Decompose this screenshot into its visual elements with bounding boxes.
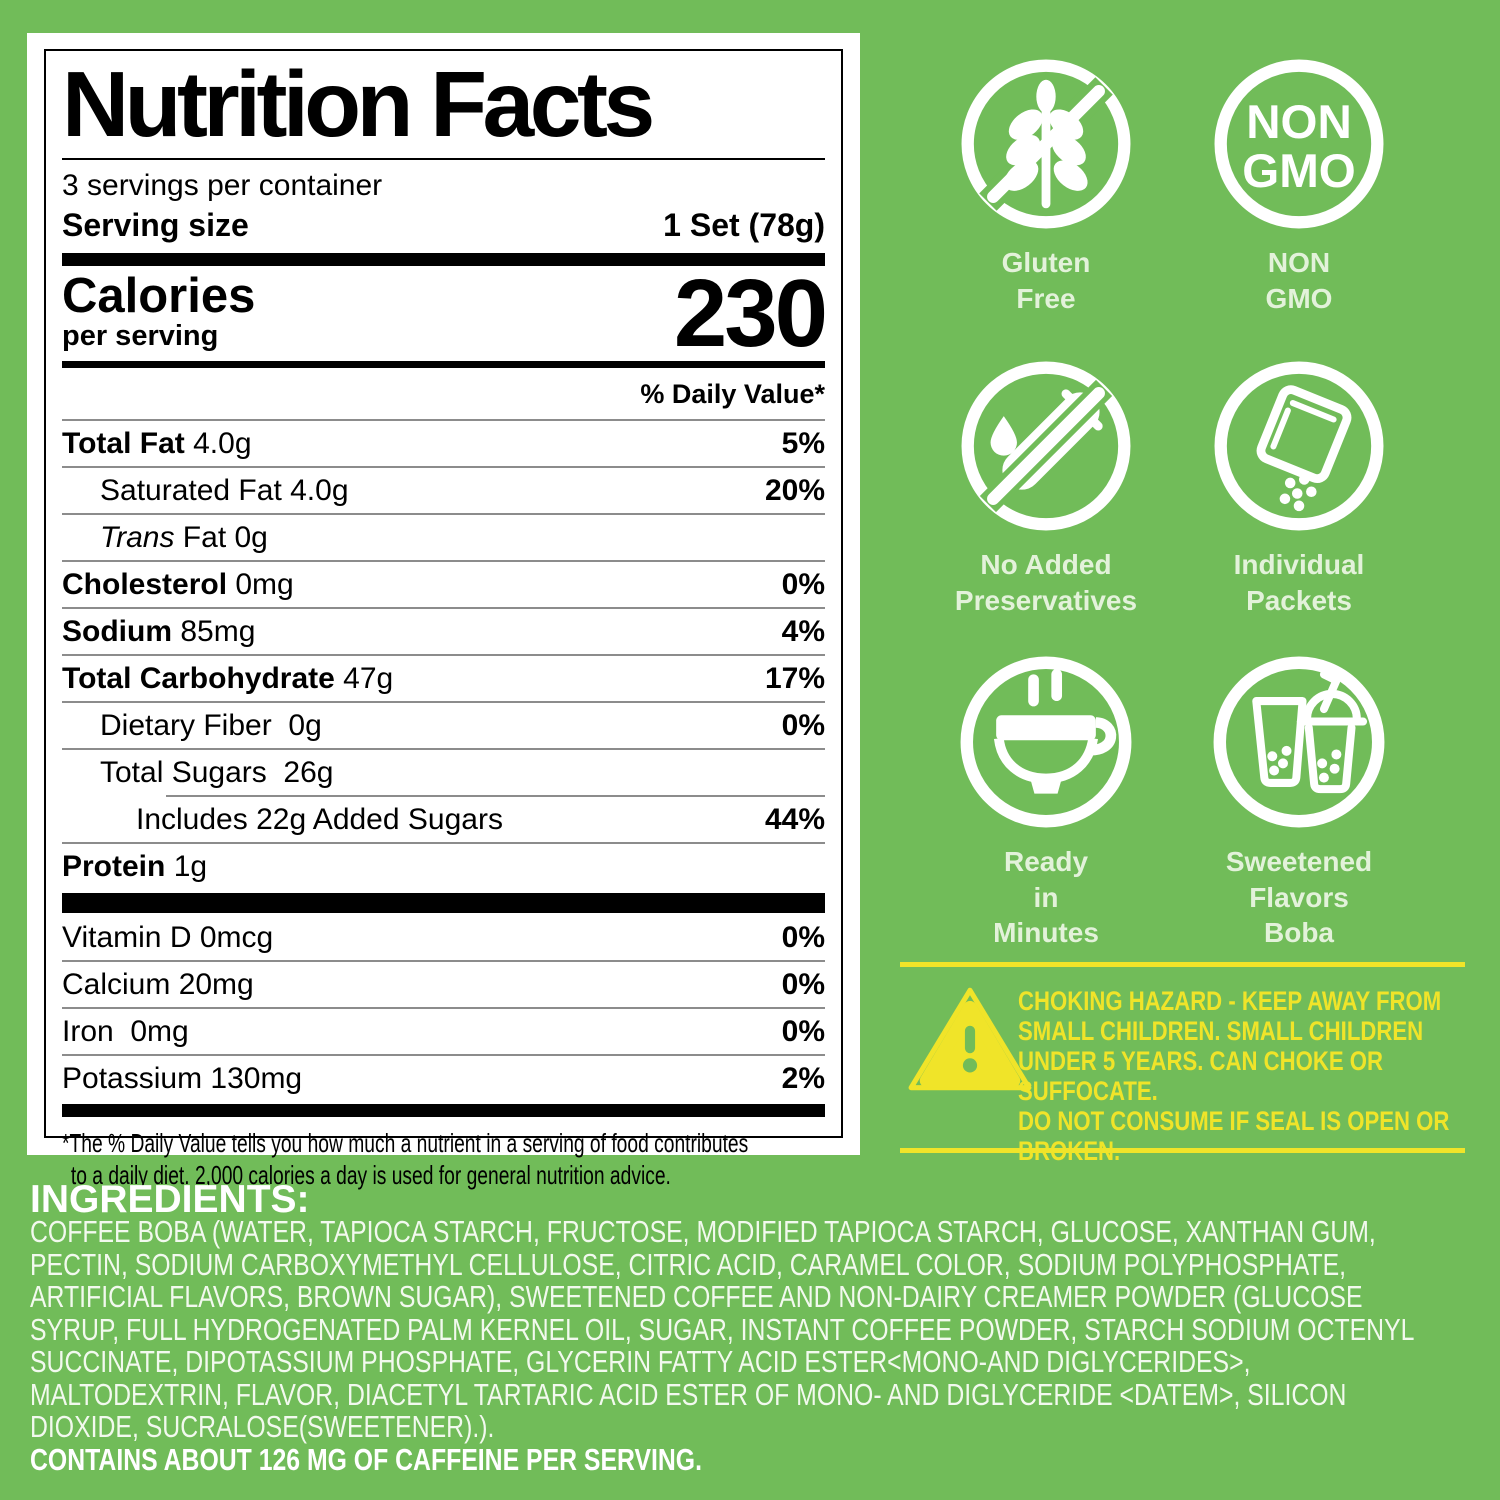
ingredients-list: COFFEE BOBA (WATER, TAPIOCA STARCH, FRUC…: [30, 1214, 1415, 1444]
nutrient-row: Total Carbohydrate 47g 17%: [62, 662, 825, 696]
divider: [166, 795, 825, 798]
calories-row: Calories per serving 230: [62, 260, 828, 368]
nutrient-row: Saturated Fat 4.0g 20%: [100, 474, 825, 508]
badge-ready-in-minutes: Ready in Minutes: [915, 653, 1177, 951]
daily-value-header: % Daily Value*: [640, 379, 825, 410]
divider: [62, 1054, 825, 1057]
ingredients-heading: INGREDIENTS:: [30, 1178, 310, 1221]
badge-no-added-preservatives: No Added Preservatives: [915, 358, 1177, 618]
vitamin-rows: Vitamin D 0mcg 0% Calcium 20mg 0% Iron 0mg 0%…: [62, 915, 825, 1101]
ingredients-section: COFFEE BOBA (WATER, TAPIOCA STARCH, FRUC…: [30, 1214, 1478, 1477]
coffee-cup-icon: [960, 656, 1132, 828]
calories-value: 230: [673, 260, 828, 368]
non-gmo-icon-text-1: NON: [1246, 96, 1352, 149]
badge-sweetened-flavors-boba: Sweetened Flavors Boba: [1168, 653, 1430, 951]
nutrient-row: Cholesterol 0mg 0%: [62, 568, 825, 602]
divider: [62, 960, 825, 963]
daily-value-footnote: *The % Daily Value tells you how much a …: [62, 1128, 749, 1191]
divider: [62, 654, 825, 657]
divider: [62, 466, 825, 469]
warning-top-rule: [900, 962, 1465, 967]
no-preservatives-icon: [961, 361, 1131, 531]
badge-caption: No Added Preservatives: [954, 549, 1138, 616]
nutrient-row: Sodium 85mg 4%: [62, 615, 825, 649]
nutrition-facts-title: Nutrition Facts: [62, 52, 655, 156]
divider: [62, 419, 825, 422]
badge-caption: Individual Packets: [1233, 549, 1365, 616]
nutrient-row: Dietary Fiber 0g 0%: [100, 709, 825, 743]
calories-label: Calories: [62, 269, 256, 324]
serving-size-row: Serving size 1 Set (78g): [62, 207, 825, 244]
divider: [62, 748, 825, 751]
servings-per-container: 3 servings per container: [62, 169, 383, 203]
caffeine-note: CONTAINS ABOUT 126 MG OF CAFFEINE PER SE…: [30, 1441, 702, 1477]
boba-drinks-icon: [1213, 656, 1385, 828]
warning-triangle-icon: [903, 980, 1037, 1105]
divider: [62, 513, 825, 516]
vitamin-row: Potassium 130mg 2%: [62, 1062, 825, 1096]
nutrient-row: Includes 22g Added Sugars 44%: [136, 803, 825, 837]
thick-bar: [62, 253, 825, 267]
divider: [62, 701, 825, 704]
divider: [62, 607, 825, 610]
calories-sublabel: per serving: [62, 320, 219, 353]
vitamin-row: Iron 0mg 0%: [62, 1015, 825, 1049]
packets-icon: [1214, 361, 1384, 531]
divider: [62, 1007, 825, 1010]
vitamin-row: Calcium 20mg 0%: [62, 968, 825, 1002]
title-rule: [62, 157, 825, 161]
nutrition-facts-border: Nutrition Facts 3 servings per container…: [44, 49, 843, 1190]
warning-bottom-rule: [900, 1148, 1465, 1153]
divider: [62, 842, 825, 845]
badge-caption: NON GMO: [1265, 247, 1333, 314]
medium-bar: [62, 361, 825, 369]
choking-hazard-warning: CHOKING HAZARD - KEEP AWAY FROM SMALL CH…: [1018, 986, 1450, 1166]
nutrient-rows: Total Fat 4.0g 5% Saturated Fat 4.0g 20% Tra…: [62, 421, 825, 889]
thick-bar: [62, 893, 825, 914]
thick-bar: [62, 1104, 825, 1118]
badge-caption: Gluten Free: [1001, 247, 1091, 314]
badge-caption: Sweetened Flavors Boba: [1225, 846, 1373, 949]
non-gmo-icon-text-2: GMO: [1242, 145, 1356, 198]
serving-size-label: Serving size: [62, 207, 249, 244]
non-gmo-icon: NON GMO: [1214, 59, 1384, 229]
nutrient-row: Total Fat 4.0g 5%: [62, 427, 825, 461]
badge-individual-packets: Individual Packets: [1168, 358, 1430, 618]
nutrition-facts-label: Nutrition Facts 3 servings per container…: [27, 33, 860, 1190]
serving-size-value: 1 Set (78g): [663, 207, 825, 244]
gluten-free-icon: [961, 59, 1131, 229]
divider: [62, 560, 825, 563]
nutrient-row: Total Sugars 26g: [100, 756, 334, 790]
badge-non-gmo: NON GMO NON GMO: [1168, 56, 1430, 316]
nutrient-row: Trans Fat 0g: [100, 521, 268, 555]
badge-caption: Ready in Minutes: [993, 846, 1099, 949]
vitamin-row: Vitamin D 0mcg 0%: [62, 921, 825, 955]
badge-gluten-free: Gluten Free: [915, 56, 1177, 316]
nutrient-row: Protein 1g: [62, 850, 208, 884]
